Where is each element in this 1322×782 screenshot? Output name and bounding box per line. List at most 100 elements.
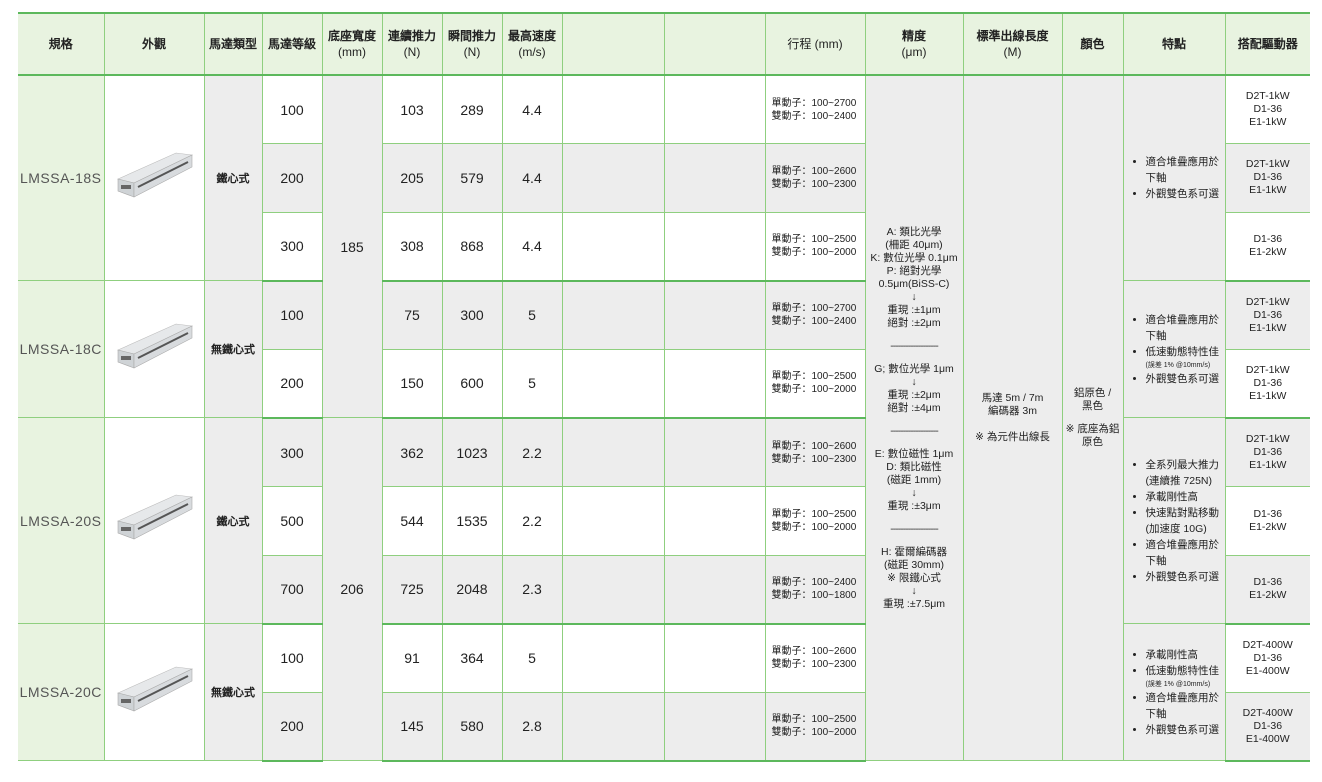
stroke-cell: 單動子：100~2500 雙動子：100~2000 bbox=[764, 486, 866, 556]
blank-cell bbox=[663, 417, 766, 488]
stroke-cell: 單動子：100~2700 雙動子：100~2400 bbox=[764, 74, 866, 145]
feature-text: 外觀雙色系可選 bbox=[1145, 188, 1220, 201]
color-line: 黑色 bbox=[1082, 400, 1103, 413]
continuous-force: 103 bbox=[381, 74, 443, 145]
accuracy-line: ↓ bbox=[911, 375, 917, 388]
table-row: 700 725 2048 2.3 單動子：100~2400 雙動子：100~1800 D1-… bbox=[18, 554, 1310, 625]
motor-grade: 200 bbox=[261, 143, 323, 213]
stroke-double: 雙動子：100~2000 bbox=[771, 727, 857, 739]
stroke-single: 單動子：100~2600 bbox=[771, 646, 857, 658]
driver-model: D2T-400W bbox=[1242, 706, 1293, 719]
blank-cell bbox=[663, 74, 766, 145]
peak-force: 289 bbox=[441, 74, 503, 145]
driver-model: D2T-1kW bbox=[1245, 295, 1290, 308]
driver-model: E1-2kW bbox=[1249, 589, 1287, 602]
accuracy-line: 絕對 :±4μm bbox=[887, 401, 941, 414]
feature-item: 快速點對點移動 (加速度 10G) bbox=[1146, 505, 1225, 537]
motor-grade: 100 bbox=[261, 623, 323, 693]
feature-text: 快速點對點移動 bbox=[1145, 506, 1220, 519]
driver-model: E1-400W bbox=[1245, 664, 1290, 677]
continuous-force: 205 bbox=[381, 143, 443, 213]
feature-item: 全系列最大推力 (連續推 725N) bbox=[1146, 457, 1225, 489]
driver-model: E1-1kW bbox=[1249, 184, 1287, 197]
cable-note: ※ 為元件出線長 bbox=[975, 431, 1050, 444]
stroke-double: 雙動子：100~2000 bbox=[771, 247, 857, 259]
driver-model: D2T-1kW bbox=[1245, 433, 1290, 446]
appearance-cell bbox=[103, 280, 205, 419]
blank-cell bbox=[561, 417, 665, 488]
motor-grade: 200 bbox=[261, 348, 323, 419]
features-cell: 承載剛性高低速動態特性佳 (誤差 1% @10mm/s) 適合堆疊應用於下軸外觀雙色… bbox=[1122, 623, 1226, 762]
header-unit: (M) bbox=[1003, 45, 1022, 59]
peak-force: 2048 bbox=[441, 554, 503, 625]
stroke-single: 單動子：100~2600 bbox=[771, 440, 857, 452]
driver-cell: D2T-1kW D1-36 E1-1kW bbox=[1224, 280, 1310, 350]
feature-text: 低速動態特性佳 bbox=[1145, 345, 1220, 358]
header-label: 標準出線長度 bbox=[976, 29, 1049, 43]
peak-force: 600 bbox=[441, 348, 503, 419]
table-row: 200 145 580 2.8 單動子：100~2500 雙動子：100~2000 D2T-… bbox=[18, 691, 1310, 762]
driver-cell: D1-36 E1-2kW bbox=[1224, 554, 1310, 625]
feature-item: 適合堆疊應用於下軸 bbox=[1146, 537, 1225, 569]
stroke-double: 雙動子：100~2400 bbox=[771, 316, 857, 328]
blank-cell bbox=[663, 211, 766, 282]
blank-cell bbox=[663, 143, 766, 213]
driver-model: D1-36 bbox=[1253, 507, 1283, 520]
stroke-single: 單動子：100~2600 bbox=[771, 165, 857, 177]
feature-item: 外觀雙色系可選 bbox=[1146, 186, 1225, 202]
feature-item: 低速動態特性佳 (誤差 1% @10mm/s) bbox=[1146, 344, 1225, 371]
blank-cell bbox=[561, 74, 665, 145]
color-line: 鋁原色 / bbox=[1073, 387, 1112, 400]
appearance-cell bbox=[103, 74, 205, 282]
driver-model: E1-2kW bbox=[1249, 520, 1287, 533]
stroke-cell: 單動子：100~2600 雙動子：100~2300 bbox=[764, 143, 866, 213]
table-row: LMSSA-18C 無鐵心式 100 75 300 5 單動子：100~2700 雙動子：10… bbox=[18, 280, 1310, 419]
header-label: 瞬間推力 bbox=[447, 29, 496, 43]
stroke-cell: 單動子：100~2500 雙動子：100~2000 bbox=[764, 348, 866, 419]
blank-cell bbox=[561, 211, 665, 282]
blank-cell bbox=[561, 554, 665, 625]
driver-cell: D2T-1kW D1-36 E1-1kW bbox=[1224, 417, 1310, 488]
max-speed: 2.2 bbox=[501, 417, 563, 488]
accuracy-line: P: 絕對光學 bbox=[886, 264, 942, 277]
header-row: 規格 外觀 馬達類型 馬達等級 底座寬度 (mm) 連續推力 (N) 瞬間推力 (N)… bbox=[18, 12, 1310, 76]
table-row: 200 150 600 5 單動子：100~2500 雙動子：100~2000 D2T-1k… bbox=[18, 348, 1310, 419]
feature-note: (誤差 1% @10mm/s) bbox=[1145, 361, 1211, 369]
continuous-force: 75 bbox=[381, 280, 443, 350]
feature-text: 適合堆疊應用於下軸 bbox=[1145, 313, 1220, 342]
header-spec: 規格 bbox=[18, 12, 105, 76]
blank-cell bbox=[561, 623, 665, 693]
cable-line: 馬達 5m / 7m bbox=[981, 392, 1044, 405]
header-color: 顏色 bbox=[1061, 12, 1124, 76]
max-speed: 4.4 bbox=[501, 74, 563, 145]
header-blank-1 bbox=[561, 12, 665, 76]
blank-cell bbox=[561, 486, 665, 556]
max-speed: 5 bbox=[501, 623, 563, 693]
feature-list: 全系列最大推力 (連續推 725N) 承載剛性高快速點對點移動 (加速度 10G) 適合… bbox=[1124, 457, 1225, 585]
peak-force: 1535 bbox=[441, 486, 503, 556]
driver-model: D2T-1kW bbox=[1245, 90, 1290, 103]
accuracy-line: (磁距 1mm) bbox=[886, 473, 942, 486]
linear-stage-image bbox=[117, 666, 194, 712]
motor-type: 無鐵心式 bbox=[203, 623, 263, 762]
model-name: LMSSA-18S bbox=[18, 74, 105, 282]
continuous-force: 362 bbox=[381, 417, 443, 488]
motor-grade: 200 bbox=[261, 691, 323, 762]
feature-text: 外觀雙色系可選 bbox=[1145, 723, 1220, 736]
color-note: ※ 底座為鋁 bbox=[1065, 423, 1120, 436]
feature-item: 外觀雙色系可選 bbox=[1146, 569, 1225, 585]
table-row: LMSSA-18S 鐵心式 100 185 103 289 4.4 單動子：100~2700 雙… bbox=[18, 74, 1310, 762]
driver-cell: D1-36 E1-2kW bbox=[1224, 486, 1310, 556]
accuracy-line: 重現 :±2μm bbox=[887, 388, 941, 401]
feature-note: (加速度 10G) bbox=[1145, 522, 1207, 535]
table-row: 300 308 868 4.4 單動子：100~2500 雙動子：100~2000 D1-3… bbox=[18, 211, 1310, 282]
peak-force: 868 bbox=[441, 211, 503, 282]
feature-item: 適合堆疊應用於下軸 bbox=[1146, 312, 1225, 344]
driver-model: D1-36 bbox=[1253, 233, 1283, 246]
driver-cell: D2T-1kW D1-36 E1-1kW bbox=[1224, 348, 1310, 419]
motor-grade: 300 bbox=[261, 417, 323, 488]
peak-force: 1023 bbox=[441, 417, 503, 488]
header-features: 特點 bbox=[1122, 12, 1226, 76]
feature-list: 適合堆疊應用於下軸低速動態特性佳 (誤差 1% @10mm/s) 外觀雙色系可選 bbox=[1124, 312, 1225, 387]
blank-cell bbox=[663, 348, 766, 419]
